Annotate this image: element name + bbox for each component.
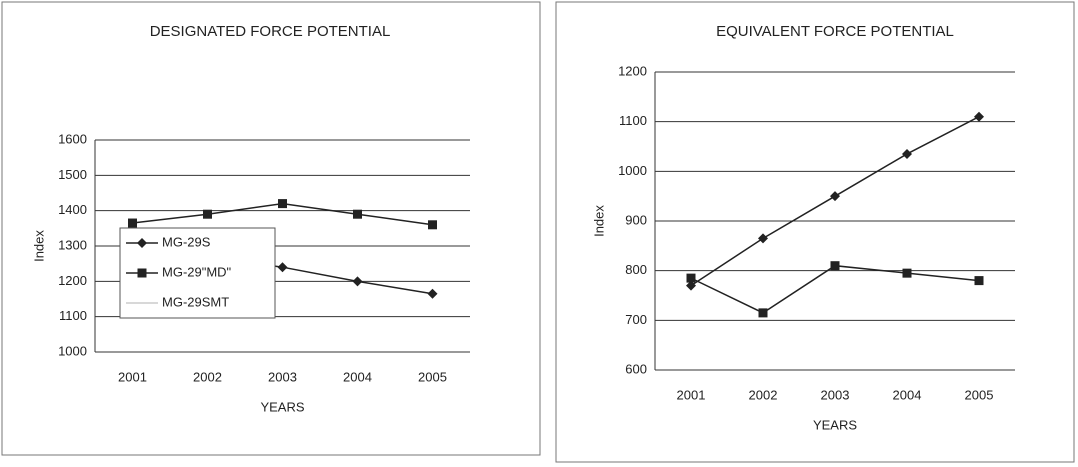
marker (758, 308, 768, 318)
marker (137, 238, 147, 248)
y-tick-label: 1600 (58, 131, 87, 146)
marker (686, 273, 696, 283)
y-axis-label: Index (31, 230, 46, 262)
x-tick-label: 2001 (677, 387, 706, 402)
y-tick-label: 1100 (619, 113, 647, 128)
panel-frame (555, 1, 1075, 463)
marker (277, 262, 288, 273)
x-tick-label: 2005 (965, 387, 994, 402)
y-tick-label: 1200 (58, 273, 87, 288)
y-tick-label: 1400 (58, 202, 87, 217)
marker (686, 280, 696, 291)
x-tick-label: 2005 (418, 369, 447, 384)
marker (902, 268, 912, 278)
y-tick-label: 1500 (58, 167, 87, 182)
y-tick-label: 1000 (58, 343, 87, 358)
marker (352, 276, 363, 287)
x-tick-label: 2003 (821, 387, 850, 402)
y-tick-label: 800 (625, 262, 647, 277)
x-tick-label: 2002 (749, 387, 778, 402)
y-tick-label: 1300 (58, 237, 87, 252)
chart-title: EQUIVALENT FORCE POTENTIAL (716, 23, 954, 40)
y-tick-label: 900 (625, 212, 647, 227)
marker (427, 288, 438, 299)
x-tick-label: 2003 (268, 369, 297, 384)
x-tick-label: 2004 (343, 369, 372, 384)
y-tick-label: 1200 (618, 63, 647, 78)
marker (830, 261, 840, 271)
y-tick-label: 1100 (59, 308, 87, 323)
y-tick-label: 1000 (618, 163, 647, 178)
y-tick-label: 700 (625, 312, 647, 327)
marker (203, 209, 212, 219)
legend-label: MG-29SMT (162, 294, 229, 309)
marker (758, 233, 768, 244)
x-tick-label: 2002 (193, 369, 222, 384)
chart-title: DESIGNATED FORCE POTENTIAL (150, 23, 391, 40)
marker (353, 209, 362, 219)
x-tick-label: 2004 (893, 387, 922, 402)
marker (974, 111, 984, 122)
marker (902, 148, 912, 159)
x-tick-label: 2001 (118, 369, 147, 384)
x-axis-label: YEARS (813, 417, 857, 432)
legend-label: MG-29"MD" (162, 264, 232, 279)
marker (428, 220, 437, 230)
marker (278, 199, 287, 209)
series-line (690, 264, 980, 314)
marker (974, 276, 984, 286)
marker (137, 268, 147, 278)
y-axis-label: Index (591, 205, 606, 237)
marker (830, 191, 840, 202)
marker (128, 218, 137, 228)
panel-frame (1, 1, 541, 456)
y-tick-label: 600 (625, 361, 647, 376)
legend-label: MG-29S (162, 234, 211, 249)
x-axis-label: YEARS (260, 399, 304, 414)
